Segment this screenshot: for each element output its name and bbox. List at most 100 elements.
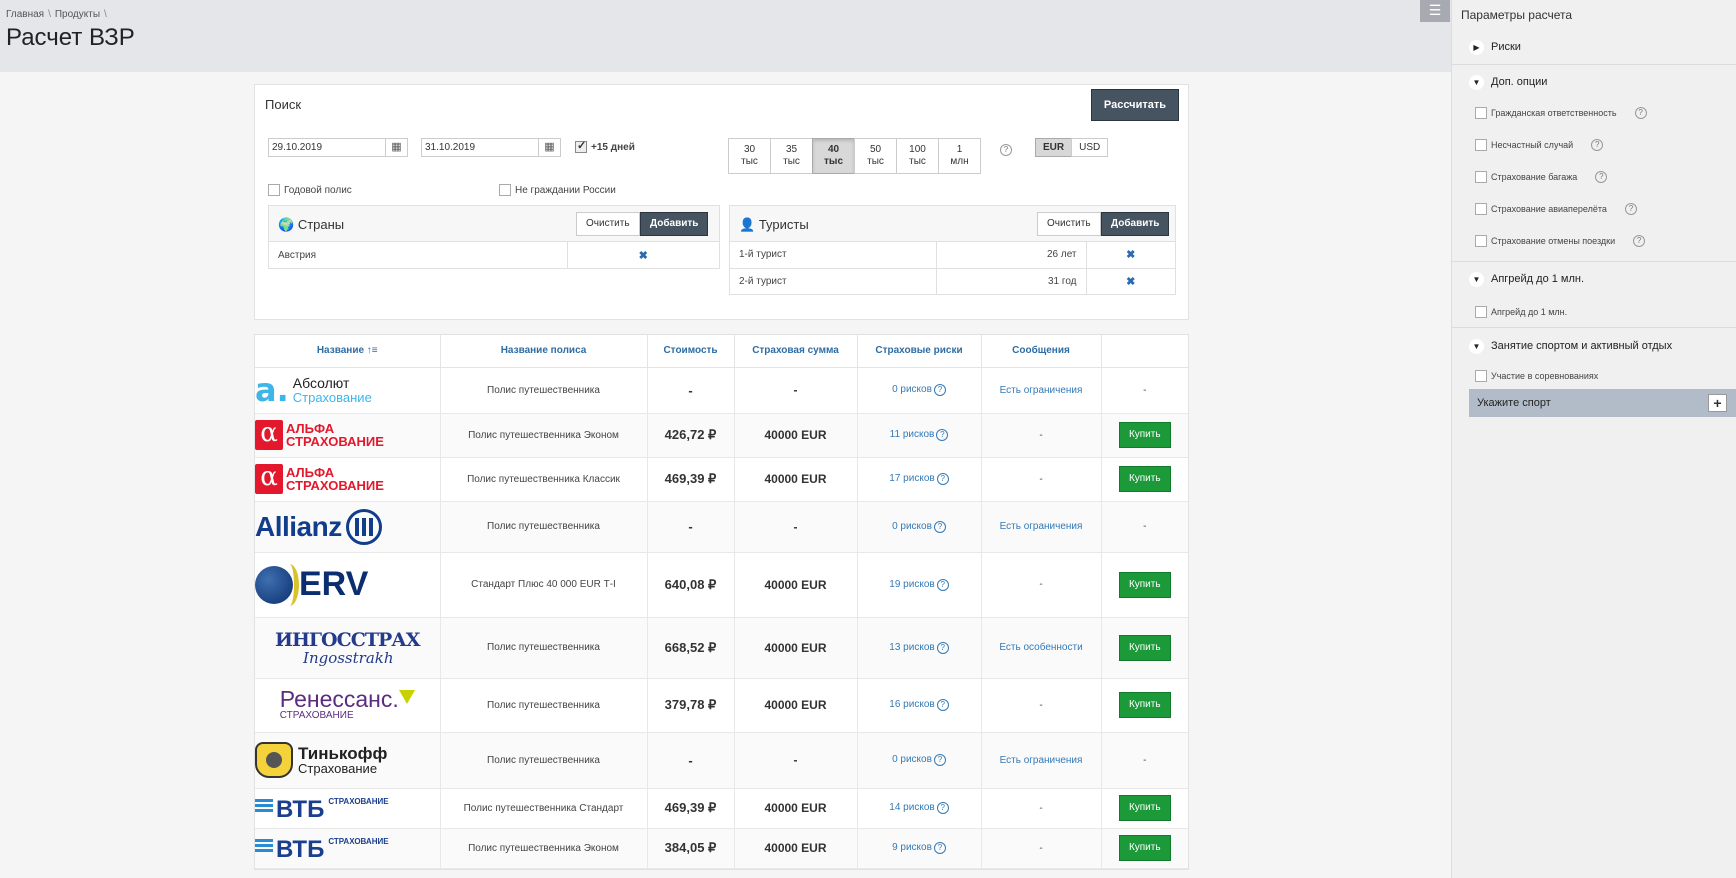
countries-clear-button[interactable]: Очистить: [576, 212, 640, 236]
risks-link[interactable]: 9 рисков?: [892, 842, 946, 854]
help-icon[interactable]: ?: [936, 802, 949, 814]
option-checkbox[interactable]: [1475, 235, 1487, 247]
help-icon[interactable]: ?: [1595, 171, 1608, 183]
date-from-input[interactable]: 29.10.2019 ▦: [268, 138, 408, 157]
option-checkbox[interactable]: [1475, 107, 1487, 119]
sport-select[interactable]: Укажите спорт +: [1469, 389, 1736, 417]
sport-competition-checkbox[interactable]: [1475, 370, 1487, 382]
col-header-risks[interactable]: Страховые риски: [857, 335, 982, 368]
messages-text: -: [1039, 579, 1043, 590]
buy-button[interactable]: Купить: [1118, 835, 1171, 861]
upgrade-checkbox[interactable]: [1475, 306, 1487, 318]
help-icon[interactable]: ?: [936, 641, 949, 654]
help-icon[interactable]: ?: [933, 754, 946, 766]
help-icon[interactable]: ?: [1000, 144, 1012, 156]
countries-add-button[interactable]: Добавить: [640, 212, 709, 236]
calendar-icon[interactable]: ▦: [385, 139, 407, 156]
buy-button[interactable]: Купить: [1118, 571, 1171, 598]
sum-button[interactable]: 1 млн: [938, 138, 981, 174]
section-sport-header[interactable]: ▼ Занятие спортом и активный отдых: [1452, 330, 1736, 364]
remove-icon[interactable]: ✖: [638, 249, 648, 262]
results-table-panel: Название ↑≡ Название полиса Стоимость Ст…: [254, 334, 1189, 870]
messages-link[interactable]: Есть ограничения: [999, 754, 1083, 766]
section-upgrade-header[interactable]: ▼ Апгрейд до 1 млн.: [1452, 263, 1736, 297]
tourists-box: 👤 Туристы Очистить Добавить 1-й турист 2…: [729, 205, 1176, 295]
option-checkbox[interactable]: [1475, 203, 1487, 215]
help-icon[interactable]: ?: [933, 842, 946, 854]
help-icon[interactable]: ?: [933, 384, 946, 396]
risks-link[interactable]: 19 рисков?: [889, 578, 949, 591]
dop-option[interactable]: Страхование отмены поездки?: [1475, 235, 1646, 247]
dop-option[interactable]: Гражданская ответственность?: [1475, 107, 1647, 119]
dop-option[interactable]: Несчастный случай?: [1475, 139, 1604, 151]
col-header-policy[interactable]: Название полиса: [440, 335, 648, 368]
messages-link[interactable]: Есть ограничения: [999, 384, 1083, 396]
help-icon[interactable]: ?: [936, 699, 949, 711]
buy-button[interactable]: Купить: [1118, 422, 1171, 448]
non-citizen-label[interactable]: Не граждании России: [499, 184, 616, 196]
search-panel: Поиск Рассчитать 29.10.2019 ▦ 31.10.2019…: [254, 84, 1189, 320]
calendar-icon[interactable]: ▦: [538, 139, 560, 156]
non-citizen-checkbox[interactable]: [499, 184, 511, 196]
dop-option[interactable]: Страхование авиаперелёта?: [1475, 203, 1637, 215]
remove-icon[interactable]: ✖: [1126, 275, 1136, 288]
remove-icon[interactable]: ✖: [1126, 249, 1136, 262]
help-icon[interactable]: ?: [936, 473, 949, 485]
risks-link[interactable]: 0 рисков?: [892, 754, 946, 766]
buy-button[interactable]: Купить: [1118, 466, 1171, 492]
table-header-row: Название ↑≡ Название полиса Стоимость Ст…: [255, 335, 1188, 368]
insurance-sum: -: [793, 519, 798, 534]
col-header-name[interactable]: Название ↑≡: [255, 335, 441, 368]
breadcrumb-products[interactable]: Продукты: [54, 9, 101, 20]
sum-button[interactable]: 100 тыс: [896, 138, 939, 174]
section-upgrade: ▼ Апгрейд до 1 млн.: [1452, 263, 1736, 297]
currency-eur-button[interactable]: EUR: [1035, 138, 1073, 157]
risks-link[interactable]: 0 рисков?: [892, 384, 946, 396]
plus15-checkbox-label[interactable]: +15 дней: [575, 139, 635, 153]
option-checkbox[interactable]: [1475, 171, 1487, 183]
messages-link[interactable]: Есть ограничения: [999, 521, 1083, 532]
annual-policy-checkbox[interactable]: [268, 184, 280, 196]
risks-link[interactable]: 0 рисков?: [892, 520, 946, 533]
menu-toggle-icon[interactable]: ☰: [1420, 0, 1450, 22]
option-checkbox[interactable]: [1475, 139, 1487, 151]
col-header-messages[interactable]: Сообщения: [981, 335, 1102, 368]
sum-button[interactable]: 35 тыс: [770, 138, 813, 174]
tourists-add-button[interactable]: Добавить: [1101, 212, 1170, 236]
help-icon[interactable]: ?: [1591, 139, 1604, 151]
calculate-button[interactable]: Рассчитать: [1090, 89, 1179, 121]
help-icon[interactable]: ?: [1634, 107, 1647, 119]
buy-button[interactable]: Купить: [1118, 634, 1171, 661]
col-header-price[interactable]: Стоимость: [647, 335, 735, 368]
sum-button[interactable]: 40 тыс: [812, 138, 855, 174]
breadcrumb-home[interactable]: Главная: [6, 9, 45, 20]
dop-option[interactable]: Страхование багажа?: [1475, 171, 1608, 183]
section-risks-header[interactable]: ▶ Риски: [1452, 31, 1736, 65]
buy-button[interactable]: Купить: [1118, 692, 1171, 718]
messages-link[interactable]: Есть особенности: [999, 642, 1083, 653]
insurer-cell: Тинькофф Страхование: [255, 732, 441, 789]
section-dop-header[interactable]: ▼ Доп. опции: [1452, 66, 1736, 100]
risks-link[interactable]: 14 рисков?: [889, 802, 949, 814]
col-header-sum[interactable]: Страховая сумма: [734, 335, 858, 368]
risks-link[interactable]: 16 рисков?: [889, 699, 949, 711]
upgrade-option[interactable]: Апгрейд до 1 млн.: [1475, 306, 1567, 318]
sport-competition-option[interactable]: Участие в соревнованиях: [1475, 370, 1598, 382]
help-icon[interactable]: ?: [1633, 235, 1646, 247]
date-to-input[interactable]: 31.10.2019 ▦: [421, 138, 561, 157]
help-icon[interactable]: ?: [936, 578, 949, 591]
help-icon[interactable]: ?: [1624, 203, 1637, 215]
plus15-checkbox[interactable]: [575, 139, 587, 153]
help-icon[interactable]: ?: [936, 429, 949, 441]
buy-button[interactable]: Купить: [1118, 795, 1171, 821]
annual-policy-label[interactable]: Годовой полис: [268, 184, 352, 196]
tourists-clear-button[interactable]: Очистить: [1037, 212, 1101, 236]
sum-button[interactable]: 50 тыс: [854, 138, 897, 174]
risks-link[interactable]: 11 рисков?: [890, 429, 949, 441]
help-icon[interactable]: ?: [933, 520, 946, 533]
sum-button[interactable]: 30 тыс: [728, 138, 771, 174]
add-sport-icon[interactable]: +: [1708, 394, 1727, 412]
risks-link[interactable]: 13 рисков?: [889, 641, 949, 654]
risks-link[interactable]: 17 рисков?: [889, 473, 949, 485]
currency-usd-button[interactable]: USD: [1071, 138, 1109, 157]
